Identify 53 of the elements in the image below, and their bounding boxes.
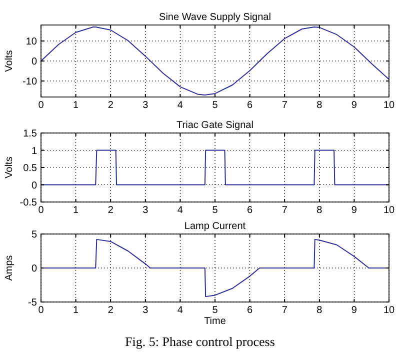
y-tick-label: -5 (28, 298, 38, 308)
y-tick-label: 1.5 (23, 128, 38, 140)
x-tick-label: 4 (177, 205, 184, 216)
x-tick-label: 0 (38, 305, 44, 316)
y-tick-label: -0.5 (20, 198, 38, 208)
line-series (40, 26, 390, 96)
x-tick-label: 9 (351, 100, 358, 111)
x-tick-label: 2 (108, 305, 114, 316)
x-tick-label: 1 (73, 100, 80, 111)
x-tick-label: 7 (282, 305, 288, 316)
y-tick-label: 10 (26, 36, 38, 48)
x-tick-label: 6 (247, 100, 254, 111)
x-tick-label: 4 (177, 305, 184, 316)
x-tick-label: 5 (212, 205, 218, 216)
x-tick-label: 7 (282, 205, 288, 216)
x-tick-label: 0 (38, 205, 44, 216)
x-tick-label: 2 (108, 205, 114, 216)
x-tick-label: 2 (108, 100, 114, 111)
y-axis-title: Volts (4, 50, 15, 72)
x-axis-title: Time (204, 316, 226, 327)
x-tick-label: 8 (316, 100, 323, 111)
x-tick-label: 3 (142, 305, 149, 316)
y-tick-label: 5 (31, 230, 38, 240)
y-tick-label: -10 (22, 76, 38, 88)
x-tick-label: 4 (177, 100, 184, 111)
x-tick-label: 6 (247, 205, 254, 216)
caption: Fig. 5: Phase control process (125, 334, 275, 349)
x-tick-label: 9 (351, 305, 358, 316)
x-tick-label: 9 (351, 205, 358, 216)
y-tick-label: 0 (31, 264, 38, 274)
x-tick-label: 5 (212, 100, 218, 111)
chart-title: Lamp Current (184, 221, 246, 232)
x-tick-label: 3 (142, 100, 149, 111)
y-axis-title: Volts (4, 156, 15, 178)
y-tick-label: 0 (31, 56, 38, 68)
y-tick-label: 1 (31, 146, 38, 157)
x-tick-label: 0 (38, 100, 44, 111)
x-tick-label: 5 (212, 305, 218, 316)
x-tick-label: 6 (247, 305, 254, 316)
y-tick-label: 0.5 (23, 163, 38, 174)
chart-title: Triac Gate Signal (176, 120, 254, 131)
x-tick-label: 3 (142, 205, 149, 216)
x-tick-label: 1 (73, 305, 80, 316)
x-tick-label: 7 (282, 100, 288, 111)
chart-title: Sine Wave Supply Signal (159, 12, 271, 23)
x-tick-label: 8 (316, 305, 323, 316)
x-tick-label: 8 (316, 205, 323, 216)
x-tick-label: 10 (383, 100, 395, 111)
x-tick-label: 10 (383, 305, 395, 316)
y-tick-label: 0 (31, 180, 38, 192)
x-tick-label: 10 (383, 205, 395, 216)
y-axis-title: Amps (4, 255, 15, 281)
x-tick-label: 1 (73, 205, 80, 216)
